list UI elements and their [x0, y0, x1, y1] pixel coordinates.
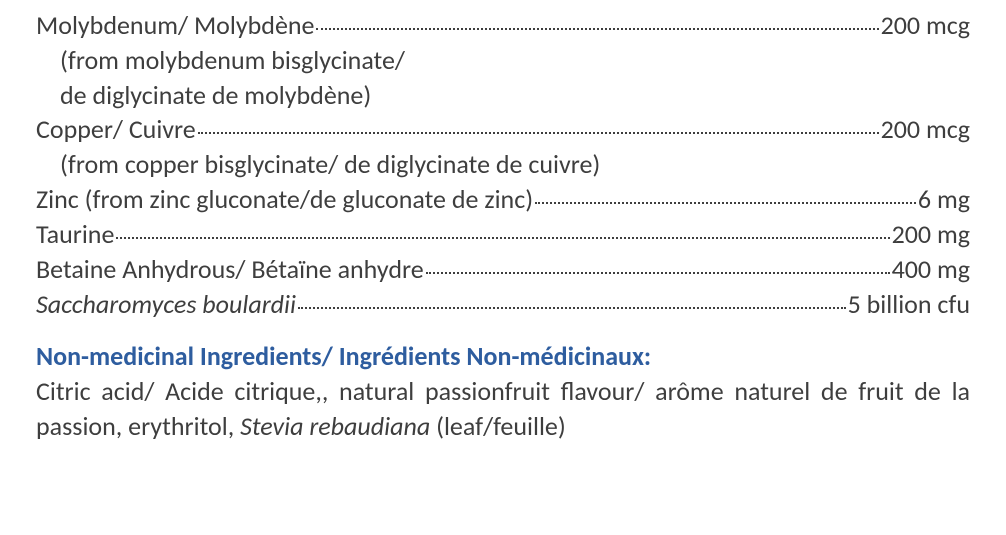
- dot-leader: [316, 28, 878, 30]
- dot-leader: [298, 307, 846, 309]
- non-medicinal-body: Citric acid/ Acide citrique,, natural pa…: [36, 374, 970, 444]
- dot-leader: [116, 237, 889, 239]
- ingredient-row: Saccharomyces boulardii 5 billion cfu: [36, 287, 970, 322]
- non-medicinal-text: (leaf/feuille): [430, 410, 566, 442]
- dot-leader: [535, 202, 916, 204]
- non-medicinal-text-italic: Stevia rebaudiana: [240, 410, 430, 442]
- ingredient-label: Saccharomyces boulardii: [36, 287, 296, 322]
- ingredient-label: Taurine: [36, 217, 114, 252]
- ingredient-subline: de diglycinate de molybdène): [36, 78, 970, 113]
- ingredient-value: 200 mcg: [881, 112, 970, 147]
- ingredient-value: 6 mg: [918, 182, 970, 217]
- ingredient-label: Copper/ Cuivre: [36, 112, 196, 147]
- dot-leader: [426, 272, 890, 274]
- ingredient-value: 5 billion cfu: [848, 287, 970, 322]
- ingredient-row: Molybdenum/ Molybdène 200 mcg: [36, 8, 970, 43]
- supplement-label-page: Molybdenum/ Molybdène 200 mcg (from moly…: [0, 0, 1006, 535]
- ingredient-subline: (from molybdenum bisglycinate/: [36, 43, 970, 78]
- ingredient-label: Molybdenum/ Molybdène: [36, 8, 314, 43]
- ingredient-row: Betaine Anhydrous/ Bétaïne anhydre 400 m…: [36, 252, 970, 287]
- ingredient-value: 200 mcg: [881, 8, 970, 43]
- ingredient-label: Zinc (from zinc gluconate/de gluconate d…: [36, 182, 533, 217]
- ingredient-row: Zinc (from zinc gluconate/de gluconate d…: [36, 182, 970, 217]
- ingredient-value: 400 mg: [892, 252, 970, 287]
- ingredient-row: Copper/ Cuivre 200 mcg: [36, 112, 970, 147]
- non-medicinal-title: Non-medicinal Ingredients/ Ingrédients N…: [36, 339, 970, 374]
- ingredient-label: Betaine Anhydrous/ Bétaïne anhydre: [36, 252, 424, 287]
- dot-leader: [198, 132, 879, 134]
- ingredient-row: Taurine 200 mg: [36, 217, 970, 252]
- ingredient-value: 200 mg: [892, 217, 970, 252]
- ingredient-subline: (from copper bisglycinate/ de diglycinat…: [36, 147, 970, 182]
